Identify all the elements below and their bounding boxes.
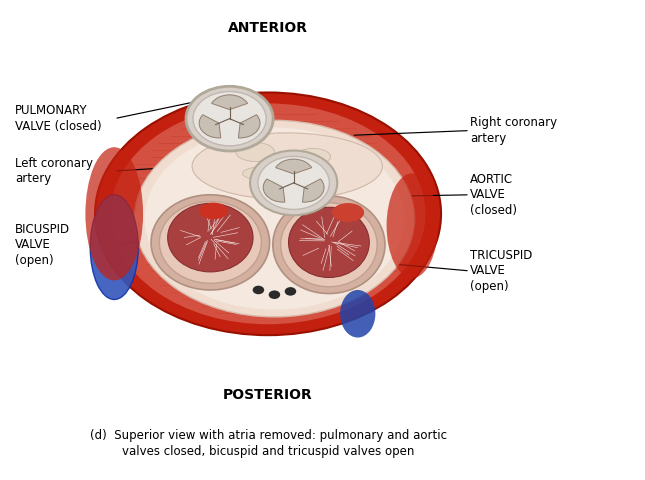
Ellipse shape <box>386 173 438 278</box>
Ellipse shape <box>144 128 404 310</box>
Circle shape <box>253 286 264 294</box>
Circle shape <box>193 92 266 146</box>
Ellipse shape <box>340 290 375 337</box>
Text: AORTIC
VALVE
(closed): AORTIC VALVE (closed) <box>470 173 517 217</box>
Ellipse shape <box>151 195 270 290</box>
Ellipse shape <box>168 204 253 272</box>
Ellipse shape <box>90 195 138 300</box>
Ellipse shape <box>192 133 382 200</box>
Text: ANTERIOR: ANTERIOR <box>228 21 308 35</box>
Text: TRICUSPID
VALVE
(open): TRICUSPID VALVE (open) <box>470 249 532 293</box>
Wedge shape <box>303 179 324 202</box>
Ellipse shape <box>199 203 228 219</box>
Ellipse shape <box>95 93 441 335</box>
Ellipse shape <box>288 207 370 277</box>
Wedge shape <box>239 115 260 138</box>
Text: BICUSPID
VALVE
(open): BICUSPID VALVE (open) <box>15 223 70 267</box>
Circle shape <box>250 151 337 215</box>
Wedge shape <box>275 159 312 174</box>
Ellipse shape <box>159 202 261 283</box>
Ellipse shape <box>332 203 364 222</box>
Ellipse shape <box>236 143 274 161</box>
Text: POSTERIOR: POSTERIOR <box>223 388 313 402</box>
Wedge shape <box>212 95 248 109</box>
Circle shape <box>284 287 296 296</box>
Text: valves closed, bicuspid and tricuspid valves open: valves closed, bicuspid and tricuspid va… <box>122 445 414 458</box>
Ellipse shape <box>281 203 377 287</box>
Circle shape <box>269 290 280 299</box>
Circle shape <box>258 156 330 209</box>
Text: Right coronary
artery: Right coronary artery <box>470 116 557 145</box>
Wedge shape <box>199 115 221 138</box>
Ellipse shape <box>295 148 330 165</box>
Text: PULMONARY
VALVE (closed): PULMONARY VALVE (closed) <box>15 105 101 133</box>
Ellipse shape <box>243 166 293 180</box>
Wedge shape <box>263 179 285 202</box>
Text: (d)  Superior view with atria removed: pulmonary and aortic: (d) Superior view with atria removed: pu… <box>90 429 446 442</box>
Circle shape <box>186 86 273 151</box>
Ellipse shape <box>85 147 143 280</box>
Ellipse shape <box>273 196 385 294</box>
Text: Left coronary
artery: Left coronary artery <box>15 157 93 185</box>
Ellipse shape <box>110 103 426 324</box>
Ellipse shape <box>134 120 415 317</box>
